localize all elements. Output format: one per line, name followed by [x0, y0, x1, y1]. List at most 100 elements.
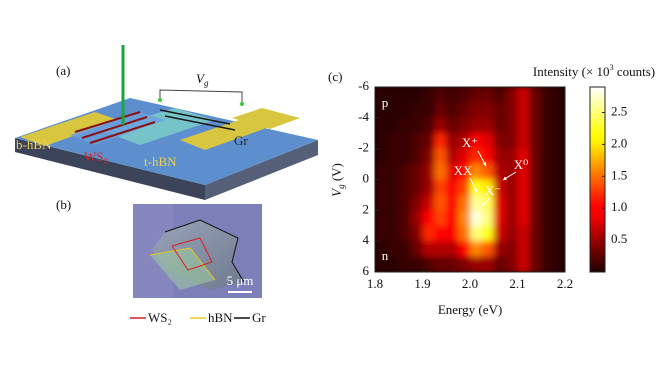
- heatmap-cell: [517, 256, 530, 272]
- heatmap-cell: [517, 148, 530, 165]
- heatmap-cell: [481, 179, 495, 196]
- heatmap-cell: [386, 102, 400, 119]
- heatmap-cell: [458, 164, 471, 180]
- b-hbn-label: b-hBN: [16, 137, 52, 152]
- x-tick-label: 2.0: [462, 276, 478, 291]
- heatmap-cell: [481, 87, 495, 103]
- heatmap-cell: [505, 256, 518, 272]
- heatmap-cell: [458, 87, 471, 103]
- heatmap-cell: [434, 225, 447, 242]
- heatmap-cell: [470, 241, 483, 258]
- slab-front: [15, 138, 205, 200]
- heatmap-cell: [386, 256, 400, 272]
- heatmap-cell: [410, 256, 423, 272]
- heatmap-cell: [458, 210, 471, 227]
- heatmap-cell: [386, 87, 400, 103]
- cb-title-rest: counts): [614, 64, 656, 79]
- colorbar: [589, 86, 606, 273]
- heatmap-cell: [422, 102, 435, 119]
- heatmap-cell: [386, 194, 400, 211]
- left-electrode: [20, 112, 118, 146]
- heatmap-cell: [470, 210, 483, 227]
- heatmap-cell: [553, 225, 565, 242]
- heatmap-cell: [505, 179, 518, 196]
- heatmap-cell: [458, 117, 471, 134]
- heatmap-cell: [398, 210, 412, 227]
- heatmap-cell: [375, 117, 388, 134]
- heatmap-cell: [410, 241, 423, 258]
- heatmap-cell: [517, 241, 530, 258]
- heatmap-cell: [481, 133, 495, 150]
- heatmap-cell: [398, 148, 412, 165]
- y-tick-label: 6: [363, 263, 370, 278]
- heatmap-cell: [398, 133, 412, 150]
- heatmap: [375, 87, 565, 272]
- y-tick-label: -6: [358, 78, 369, 93]
- heatmap-cell: [529, 225, 542, 242]
- y-tick-label: 2: [363, 201, 370, 216]
- heatmap-cell: [398, 194, 412, 211]
- heatmap-cell: [458, 241, 471, 258]
- ws2-lattice: [74, 111, 156, 144]
- heatmap-cell: [553, 133, 565, 150]
- gate-sub: g: [204, 78, 209, 88]
- heatmap-cell: [446, 133, 459, 150]
- heatmap-cell: [386, 133, 400, 150]
- heatmap-cell: [517, 225, 530, 242]
- legend-label: Gr: [252, 310, 266, 325]
- x-axis-label: Energy (eV): [438, 302, 502, 317]
- t-hbn-label: t-hBN: [144, 154, 177, 169]
- heatmap-cell: [446, 210, 459, 227]
- heatmap-cell: [458, 256, 471, 272]
- arrow-head: [503, 176, 507, 180]
- heatmap-cell: [493, 194, 507, 211]
- scale-label: 5 μm: [227, 273, 254, 288]
- heatmap-cell: [422, 87, 435, 103]
- heatmap-cell: [386, 241, 400, 258]
- heatmap-cell: [422, 256, 435, 272]
- heatmap-cell: [375, 241, 388, 258]
- heatmap-cell: [375, 164, 388, 180]
- heatmap-cell: [493, 256, 507, 272]
- heatmap-cell: [375, 179, 388, 196]
- heatmap-cell: [458, 133, 471, 150]
- heatmap-cell: [553, 210, 565, 227]
- heatmap-cell: [410, 133, 423, 150]
- heatmap-cell: [446, 102, 459, 119]
- heatmap-cell: [553, 87, 565, 103]
- heatmap-cell: [529, 179, 542, 196]
- heatmap-cell: [375, 87, 388, 103]
- heatmap-cell: [434, 102, 447, 119]
- heatmap-cell: [541, 225, 554, 242]
- heatmap-cell: [517, 87, 530, 103]
- gate-bracket: [159, 89, 243, 104]
- y-label-sub: g: [336, 184, 346, 189]
- heatmap-cell: [529, 117, 542, 134]
- heatmap-cell: [446, 87, 459, 103]
- annotation: p: [382, 95, 389, 110]
- heatmap-cell: [505, 148, 518, 165]
- heatmap-cell: [446, 256, 459, 272]
- gate-label: Vg: [196, 71, 209, 88]
- y-tick-label: -2: [358, 140, 369, 155]
- heatmap-cell: [434, 148, 447, 165]
- heatmap-cell: [470, 102, 483, 119]
- annotation: X⁰: [514, 157, 529, 172]
- heatmap-cell: [493, 148, 507, 165]
- heatmap-cell: [410, 87, 423, 103]
- heatmap-cell: [434, 241, 447, 258]
- heatmap-cell: [505, 102, 518, 119]
- heatmap-cell: [398, 117, 412, 134]
- cb-title-main: Intensity (× 10: [533, 64, 610, 79]
- colorbar-tick-label: 1.5: [611, 167, 627, 182]
- heatmap-cell: [386, 210, 400, 227]
- heatmap-cell: [493, 117, 507, 134]
- heatmap-cell: [446, 225, 459, 242]
- heatmap-cell: [470, 87, 483, 103]
- heatmap-cell: [386, 117, 400, 134]
- heatmap-cell: [481, 194, 495, 211]
- heatmap-cell: [517, 194, 530, 211]
- heatmap-cell: [517, 117, 530, 134]
- heatmap-cell: [529, 133, 542, 150]
